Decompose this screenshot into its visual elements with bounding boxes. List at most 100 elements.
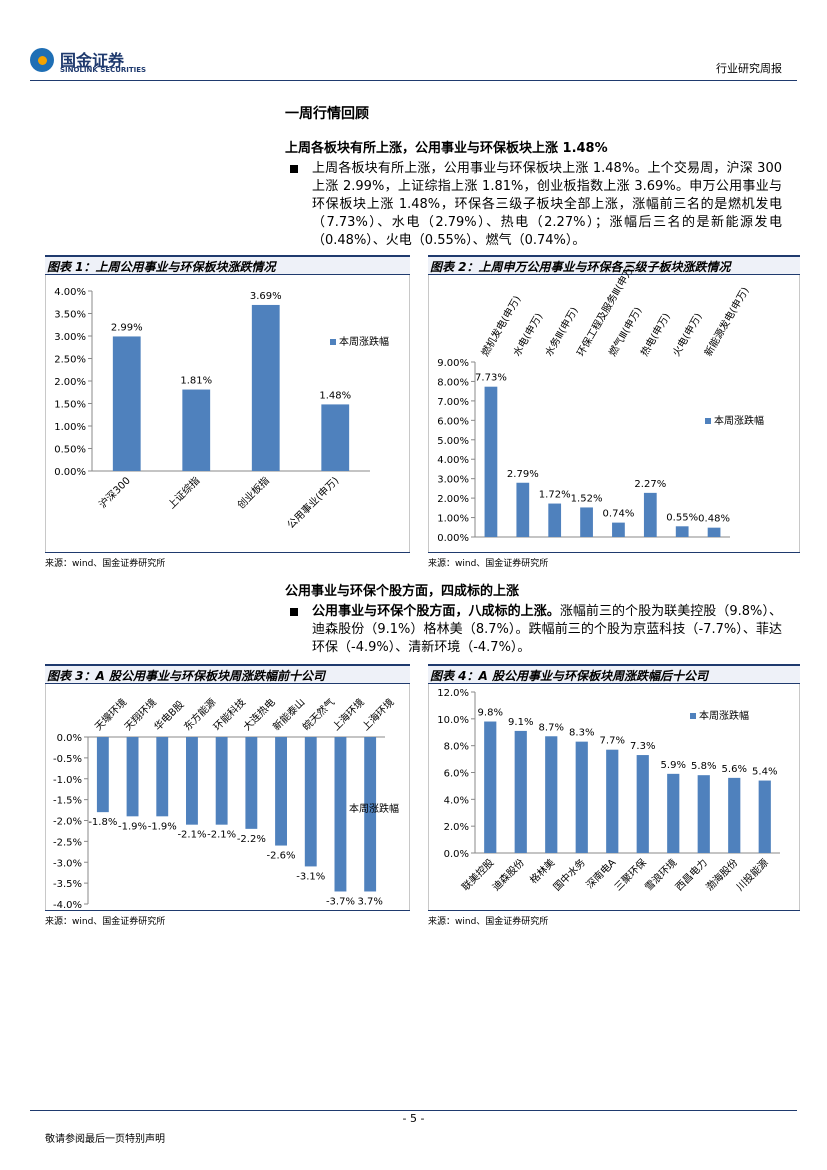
bar: [215, 737, 228, 825]
y-tick-label: 0.00%: [54, 467, 86, 478]
source: 来源：wind、国金证券研究所: [45, 552, 410, 569]
y-tick-label: 3.00%: [437, 475, 469, 486]
paragraph: 上周各板块有所上涨，公用事业与环保板块上涨 1.48%。上个交易周，沪深 300…: [312, 161, 782, 248]
subheading: 上周各板块有所上涨，公用事业与环保板块上涨 1.48%: [285, 141, 608, 156]
bar: [707, 527, 721, 537]
value-label: -2.1%: [207, 830, 236, 841]
x-tick-label: 水务Ⅲ(申万): [542, 305, 581, 359]
x-tick-label: 迪森股份: [489, 856, 526, 893]
legend-label: 本周涨跌幅: [349, 802, 399, 815]
value-label: 8.3%: [569, 728, 594, 739]
value-label: 8.7%: [539, 722, 564, 733]
value-label: 5.8%: [691, 761, 716, 772]
value-label: -1.9%: [148, 821, 177, 832]
bar: [575, 741, 588, 853]
x-tick-label: 大连热电: [240, 696, 277, 733]
value-label: 2.27%: [634, 479, 666, 490]
y-tick-label: 6.0%: [444, 769, 469, 780]
value-label: 9.8%: [478, 708, 503, 719]
legend-swatch: [330, 339, 336, 345]
value-label: 1.48%: [319, 390, 351, 401]
bar: [484, 721, 497, 853]
x-tick-label: 天壕环境: [92, 696, 129, 733]
value-label: -1.9%: [118, 821, 147, 832]
y-tick-label: -2.5%: [53, 837, 82, 848]
bar: [334, 737, 347, 892]
page-number: - 5 -: [402, 1112, 425, 1125]
legend-label: 本周涨跌幅: [714, 414, 764, 427]
chart-title: 图表 4：A 股公用事业与环保板块周涨跌幅后十公司: [428, 664, 800, 684]
y-tick-label: 12.0%: [437, 688, 469, 699]
paragraph-text: 涨幅前三的个股为联美控股（9.8%）、迪森股份（9.1%）格林美（8.7%）。跌…: [312, 604, 782, 655]
y-tick-label: -1.0%: [53, 775, 82, 786]
bar: [186, 737, 198, 825]
y-tick-label: 5.00%: [437, 436, 469, 447]
y-tick-label: -2.0%: [53, 817, 82, 828]
x-tick-label: 沪深300: [96, 474, 133, 511]
value-label: 1.52%: [571, 493, 603, 504]
y-tick-label: 1.00%: [437, 514, 469, 525]
x-tick-label: 上证综指: [165, 474, 202, 511]
value-label: 0.48%: [698, 514, 730, 525]
report-type: 行业研究周报: [716, 62, 782, 75]
y-tick-label: 0.00%: [437, 533, 469, 544]
bar: [728, 777, 741, 853]
bar: [758, 780, 771, 853]
bar: [643, 492, 657, 537]
y-tick-label: 8.00%: [437, 377, 469, 388]
y-tick-label: 2.0%: [444, 822, 469, 833]
y-tick-label: 2.00%: [54, 377, 86, 388]
value-label: -2.6%: [267, 851, 296, 862]
bullet: [290, 608, 298, 616]
y-tick-label: 0.0%: [57, 733, 82, 744]
legend-swatch: [690, 713, 696, 719]
bar: [545, 736, 558, 853]
bar: [156, 737, 169, 817]
x-tick-label: 雪浪环境: [642, 856, 679, 893]
bar: [580, 507, 593, 537]
y-tick-label: 7.00%: [437, 397, 469, 408]
x-tick-label: 皖天然气: [300, 696, 337, 733]
y-tick-label: 0.50%: [54, 445, 86, 456]
bar: [667, 773, 680, 853]
x-tick-label: 格林美: [527, 856, 557, 886]
y-tick-label: 2.00%: [437, 494, 469, 505]
bar: [251, 304, 280, 471]
paragraph-bold: 公用事业与环保个股方面，八成标的上涨。: [312, 604, 560, 619]
y-tick-label: 4.00%: [54, 287, 86, 298]
logo-mark-inner: [38, 56, 47, 65]
value-label: 1.72%: [539, 490, 571, 501]
x-tick-label: 环能科技: [211, 696, 248, 733]
x-tick-label: 热电(申万): [638, 311, 673, 359]
bar: [245, 737, 258, 829]
value-label: 7.73%: [475, 373, 507, 384]
y-tick-label: -1.5%: [53, 796, 82, 807]
chart-frame: [45, 684, 410, 910]
y-tick-label: -4.0%: [53, 900, 82, 911]
value-label: -2.2%: [237, 834, 266, 845]
y-tick-label: -3.0%: [53, 858, 82, 869]
value-label: -1.8%: [88, 817, 117, 828]
value-label: 9.1%: [508, 717, 533, 728]
x-tick-label: 东方能源: [181, 696, 218, 733]
x-tick-label: 三聚环保: [611, 856, 648, 893]
legend-swatch: [705, 418, 711, 424]
value-label: 5.6%: [722, 764, 747, 775]
y-tick-label: 9.00%: [437, 358, 469, 369]
bar: [697, 775, 710, 853]
x-tick-label: 新能源发电(申万): [701, 285, 751, 359]
bar: [112, 336, 141, 471]
bar: [636, 755, 649, 853]
bar: [126, 737, 139, 817]
y-tick-label: 10.0%: [437, 715, 469, 726]
x-tick-label: 国中水务: [550, 856, 587, 893]
y-tick-label: 4.0%: [444, 795, 469, 806]
value-label: 2.99%: [111, 322, 143, 333]
bar: [675, 526, 689, 537]
y-tick-label: 1.50%: [54, 400, 86, 411]
bar: [275, 737, 287, 846]
y-tick-label: 1.00%: [54, 422, 86, 433]
y-tick-label: 3.00%: [54, 332, 86, 343]
